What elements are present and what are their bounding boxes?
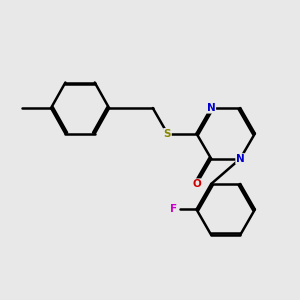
Text: N: N	[207, 103, 216, 113]
Text: N: N	[236, 154, 244, 164]
Text: S: S	[164, 129, 171, 139]
Text: O: O	[192, 179, 201, 189]
Text: F: F	[170, 204, 177, 214]
